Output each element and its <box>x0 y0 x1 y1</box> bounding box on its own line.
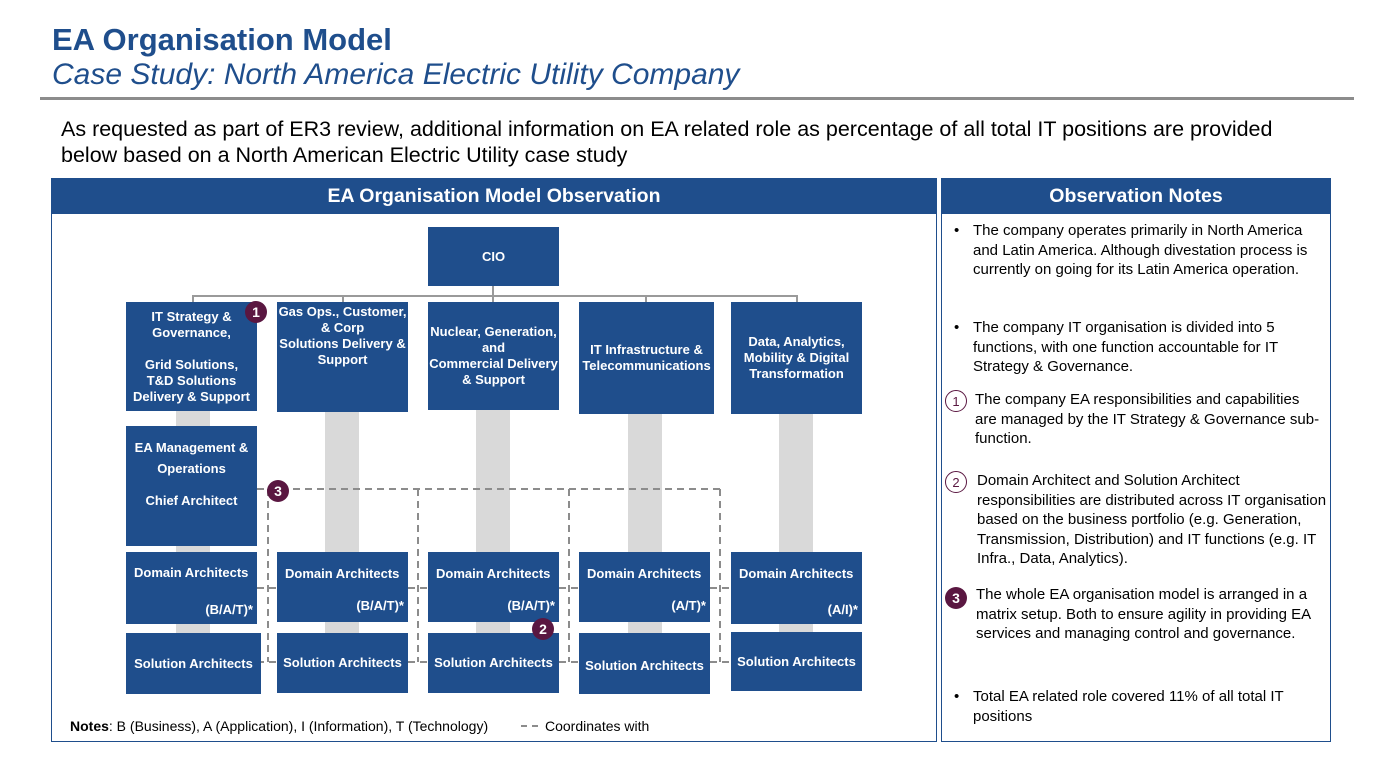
observation-notes-title: Observation Notes <box>942 179 1330 214</box>
marker-3-badge: 3 <box>267 480 289 502</box>
cio-label: CIO <box>481 248 506 264</box>
cio-connector <box>796 295 798 303</box>
notes-label: Notes <box>70 718 109 734</box>
observation-note: The company IT organisation is divided i… <box>973 319 1278 375</box>
org-model-panel-title: EA Organisation Model Observation <box>52 179 936 214</box>
observation-notes-panel: Observation Notes <box>941 178 1331 742</box>
domain-architects-scope: (B/A/T)* <box>507 598 555 613</box>
solution-architects-box: Solution Architects <box>428 633 559 693</box>
domain-architects-scope: (A/T)* <box>671 598 706 613</box>
page-subtitle: Case Study: North America Electric Utili… <box>52 58 740 91</box>
notes-footnote: Notes: B (Business), A (Application), I … <box>70 718 488 734</box>
marker-1-icon: 1 <box>945 390 967 412</box>
ea-management-line: EA Management & <box>134 440 249 455</box>
solution-architects-box: Solution Architects <box>731 632 862 691</box>
domain-architects-scope: (B/A/T)* <box>205 602 253 617</box>
domain-architects-scope: (B/A/T)* <box>356 598 404 613</box>
marker-2-icon: 2 <box>945 471 967 493</box>
domain-architects-label: Domain Architects <box>285 566 400 581</box>
observation-note: The company EA responsibilities and capa… <box>975 391 1320 447</box>
solution-architects-box: Solution Architects <box>579 633 710 694</box>
solution-architects-box: Solution Architects <box>277 633 408 693</box>
function-it-strategy-box: IT Strategy & Governance, Grid Solutions… <box>126 302 257 411</box>
cio-connector <box>492 295 494 303</box>
solution-architects-label: Solution Architects <box>737 653 856 669</box>
function-line: Commercial Delivery <box>429 356 558 371</box>
marker-2-badge: 2 <box>532 618 554 640</box>
bullet-icon: • <box>954 222 960 239</box>
domain-architects-box: Domain Architects (A/T)* <box>579 552 710 622</box>
function-line: Grid Solutions, <box>144 356 239 372</box>
domain-architects-box: Domain Architects (B/A/T)* <box>428 552 559 622</box>
function-line: Solutions Delivery & <box>279 336 406 351</box>
solution-architects-label: Solution Architects <box>434 655 553 670</box>
cio-connector <box>192 295 797 297</box>
function-nuclear-box: Nuclear, Generation, and Commercial Deli… <box>428 302 559 410</box>
domain-architects-label: Domain Architects <box>436 566 551 581</box>
function-line: & Corp <box>320 320 365 335</box>
solution-architects-label: Solution Architects <box>283 655 402 670</box>
function-line: Support <box>317 352 368 367</box>
domain-architects-label: Domain Architects <box>134 565 249 580</box>
domain-architects-scope: (A/I)* <box>827 602 858 617</box>
function-line: Telecommunications <box>582 358 711 373</box>
solution-architects-label: Solution Architects <box>134 655 253 671</box>
domain-architects-box: Domain Architects (B/A/T)* <box>126 552 257 624</box>
bullet-icon: • <box>954 319 960 336</box>
function-line: IT Strategy & <box>151 308 232 324</box>
function-line: Nuclear, Generation, <box>430 324 557 339</box>
function-line: and <box>481 340 506 355</box>
cio-connector <box>342 295 344 303</box>
function-line: Transformation <box>749 366 844 381</box>
legend-label: Coordinates with <box>545 718 650 734</box>
cio-connector <box>192 295 194 303</box>
function-line: Governance, <box>152 324 231 340</box>
solution-architects-box: Solution Architects <box>126 633 261 694</box>
notes-text: : B (Business), A (Application), I (Info… <box>108 718 489 734</box>
chief-architect-label: Chief Architect <box>145 493 238 508</box>
title-divider <box>40 97 1354 100</box>
page-title: EA Organisation Model <box>52 22 392 57</box>
solution-architects-label: Solution Architects <box>585 657 704 673</box>
function-line: Gas Ops., Customer, <box>278 304 407 319</box>
observation-note: The whole EA organisation model is arran… <box>976 586 1311 642</box>
domain-architects-box: Domain Architects (A/I)* <box>731 552 862 624</box>
observation-note: Domain Architect and Solution Architect … <box>977 472 1327 567</box>
intro-text: As requested as part of ER3 review, addi… <box>61 117 1273 167</box>
function-line: IT Infrastructure & <box>590 342 703 357</box>
cio-connector <box>645 295 647 303</box>
bullet-icon: • <box>954 688 960 705</box>
function-line: T&D Solutions <box>146 372 237 388</box>
function-line: & Support <box>462 372 525 387</box>
ea-management-line: Operations <box>157 461 226 476</box>
domain-architects-label: Domain Architects <box>739 566 854 581</box>
dashed-legend-icon <box>521 725 543 727</box>
marker-3-icon: 3 <box>945 587 967 609</box>
observation-note: The company operates primarily in North … <box>973 222 1308 278</box>
cio-connector <box>492 286 494 296</box>
domain-architects-box: Domain Architects (B/A/T)* <box>277 552 408 622</box>
function-line: Delivery & Support <box>132 388 251 404</box>
function-line: Data, Analytics, <box>748 334 845 349</box>
function-data-analytics-box: Data, Analytics, Mobility & Digital Tran… <box>731 302 862 414</box>
observation-note: Total EA related role covered 11% of all… <box>973 688 1284 725</box>
function-it-infra-box: IT Infrastructure & Telecommunications <box>579 302 714 414</box>
function-line: Mobility & Digital <box>743 350 850 365</box>
cio-box: CIO <box>428 227 559 286</box>
domain-architects-label: Domain Architects <box>587 566 702 581</box>
marker-1-badge: 1 <box>245 301 267 323</box>
function-gas-ops-box: Gas Ops., Customer, & Corp Solutions Del… <box>277 302 408 412</box>
ea-management-box: EA Management & Operations Chief Archite… <box>126 426 257 546</box>
